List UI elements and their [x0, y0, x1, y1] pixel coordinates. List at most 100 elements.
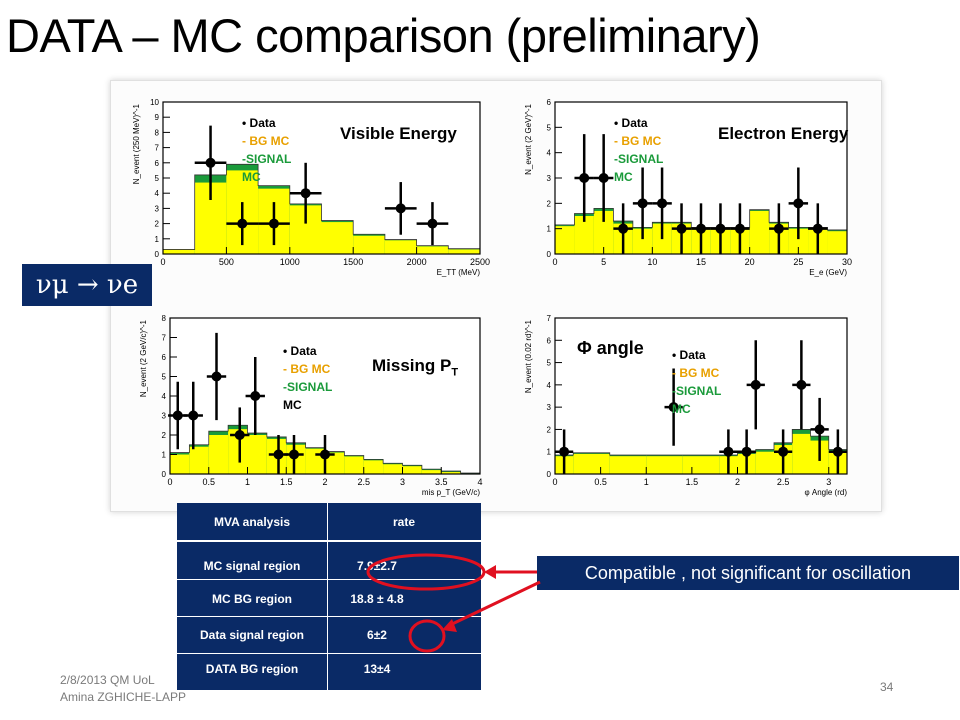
- x-tick-label: 3.5: [435, 477, 448, 487]
- bg-mc-bar: [321, 222, 354, 254]
- bg-mc-bar: [646, 456, 665, 474]
- bg-mc-bar: [609, 456, 628, 474]
- bg-mc-bar: [402, 466, 422, 474]
- y-tick-label: 5: [155, 174, 160, 183]
- bg-mc-bar: [421, 470, 442, 474]
- y-tick-label: 4: [547, 381, 552, 390]
- highlight-ellipse-mc-signal: [366, 553, 486, 591]
- table-cell: MC BG region: [212, 592, 292, 606]
- bg-mc-bar: [170, 454, 190, 474]
- x-tick-label: 2: [322, 477, 327, 487]
- slide-title: DATA – MC comparison (preliminary): [6, 9, 761, 62]
- y-tick-label: 0: [155, 250, 160, 259]
- bg-mc-bar: [416, 246, 449, 254]
- data-point: [637, 198, 648, 209]
- bg-mc-bar: [383, 464, 403, 474]
- data-point: [773, 223, 784, 234]
- y-axis-label: N_event (0.02 rd)^-1: [524, 319, 533, 393]
- histogram-outline: [554, 429, 848, 474]
- data-point: [750, 379, 761, 390]
- y-tick-label: 8: [162, 314, 167, 323]
- y-tick-label: 5: [162, 373, 167, 382]
- legend-signal-mc: -SIGNAL: [614, 152, 664, 166]
- legend-signal-mc-2: MC: [614, 170, 633, 184]
- data-point: [427, 218, 438, 229]
- data-point: [598, 173, 609, 183]
- table-cell: DATA BG region: [205, 662, 299, 676]
- y-tick-label: 4: [162, 392, 167, 401]
- bg-mc-bar: [384, 240, 417, 254]
- bg-mc-bar: [593, 210, 614, 254]
- x-tick-label: 30: [842, 257, 852, 267]
- y-tick-label: 7: [155, 144, 160, 153]
- bg-mc-bar: [574, 216, 594, 254]
- table-cell: Data signal region: [199, 628, 305, 642]
- x-tick-label: 1.5: [280, 477, 293, 487]
- y-tick-label: 1: [155, 235, 160, 244]
- x-axis-label: φ Angle (rd): [804, 488, 847, 497]
- data-point: [172, 410, 183, 421]
- table-cell: 18.8 ± 4.8: [350, 592, 404, 606]
- footer-date: 2/8/2013 QM UoL: [60, 673, 155, 687]
- x-tick-label: 2.5: [777, 477, 790, 487]
- x-axis-label: mis p_T (GeV/c): [422, 488, 480, 497]
- y-tick-label: 1: [547, 448, 552, 457]
- y-tick-label: 8: [155, 128, 160, 137]
- y-tick-label: 0: [547, 250, 552, 259]
- conclusion-callout: Compatible , not significant for oscilla…: [537, 556, 959, 590]
- y-tick-label: 10: [150, 98, 159, 107]
- footer-author: Amina ZGHICHE-LAPP: [60, 690, 187, 704]
- y-tick-label: 6: [547, 336, 552, 345]
- y-tick-label: 6: [155, 159, 160, 168]
- y-tick-label: 3: [547, 174, 552, 183]
- data-point: [211, 371, 222, 382]
- data-point: [715, 223, 726, 234]
- y-axis-label: N_event (2 GeV)^-1: [524, 103, 533, 174]
- legend-plot-4: • Data - BG MC -SIGNAL MC: [672, 348, 722, 416]
- data-point: [300, 188, 311, 199]
- arrow-to-data-signal: [447, 580, 541, 628]
- x-tick-label: 500: [219, 257, 234, 267]
- oscillation-channel-label: νμ → νe: [22, 264, 152, 306]
- x-tick-label: 4: [477, 477, 482, 487]
- bg-mc-bar: [591, 453, 610, 474]
- x-tick-label: 25: [793, 257, 803, 267]
- bg-mc-bar: [827, 231, 847, 254]
- data-point: [234, 430, 245, 440]
- y-tick-label: 7: [162, 334, 167, 343]
- plot-title-phi-angle: Φ angle: [577, 338, 644, 358]
- y-tick-label: 2: [155, 220, 160, 229]
- bg-mc-bar: [628, 456, 647, 474]
- data-point: [832, 446, 843, 457]
- data-point: [793, 198, 804, 209]
- table-cell: 13±4: [363, 662, 391, 676]
- legend-signal-mc: -SIGNAL: [672, 384, 722, 398]
- x-tick-label: 1: [245, 477, 250, 487]
- y-tick-label: 1: [162, 451, 167, 460]
- legend-signal-mc-2: MC: [242, 170, 261, 184]
- x-tick-label: 10: [647, 257, 657, 267]
- y-axis-label: N_event (250 MeV)^-1: [132, 103, 141, 184]
- bg-mc-bar: [363, 460, 384, 474]
- x-tick-label: 0.5: [594, 477, 607, 487]
- legend-bg-mc: - BG MC: [672, 366, 720, 380]
- legend-data: Data: [679, 348, 706, 362]
- y-tick-label: 1: [547, 225, 552, 234]
- y-tick-label: 0: [162, 470, 167, 479]
- bg-mc-bar: [573, 453, 592, 474]
- data-point: [657, 198, 668, 209]
- legend-data: Data: [249, 116, 276, 130]
- x-tick-label: 1000: [280, 257, 300, 267]
- data-point: [273, 449, 284, 460]
- y-tick-label: 5: [547, 123, 552, 132]
- bg-mc-bar: [448, 249, 480, 254]
- y-tick-label: 6: [547, 98, 552, 107]
- x-axis-label: E_e (GeV): [809, 268, 847, 277]
- table-header-rate: rate: [392, 515, 415, 529]
- data-point: [579, 173, 590, 183]
- x-tick-label: 2000: [407, 257, 427, 267]
- x-tick-label: 0: [167, 477, 172, 487]
- y-tick-label: 3: [155, 204, 160, 213]
